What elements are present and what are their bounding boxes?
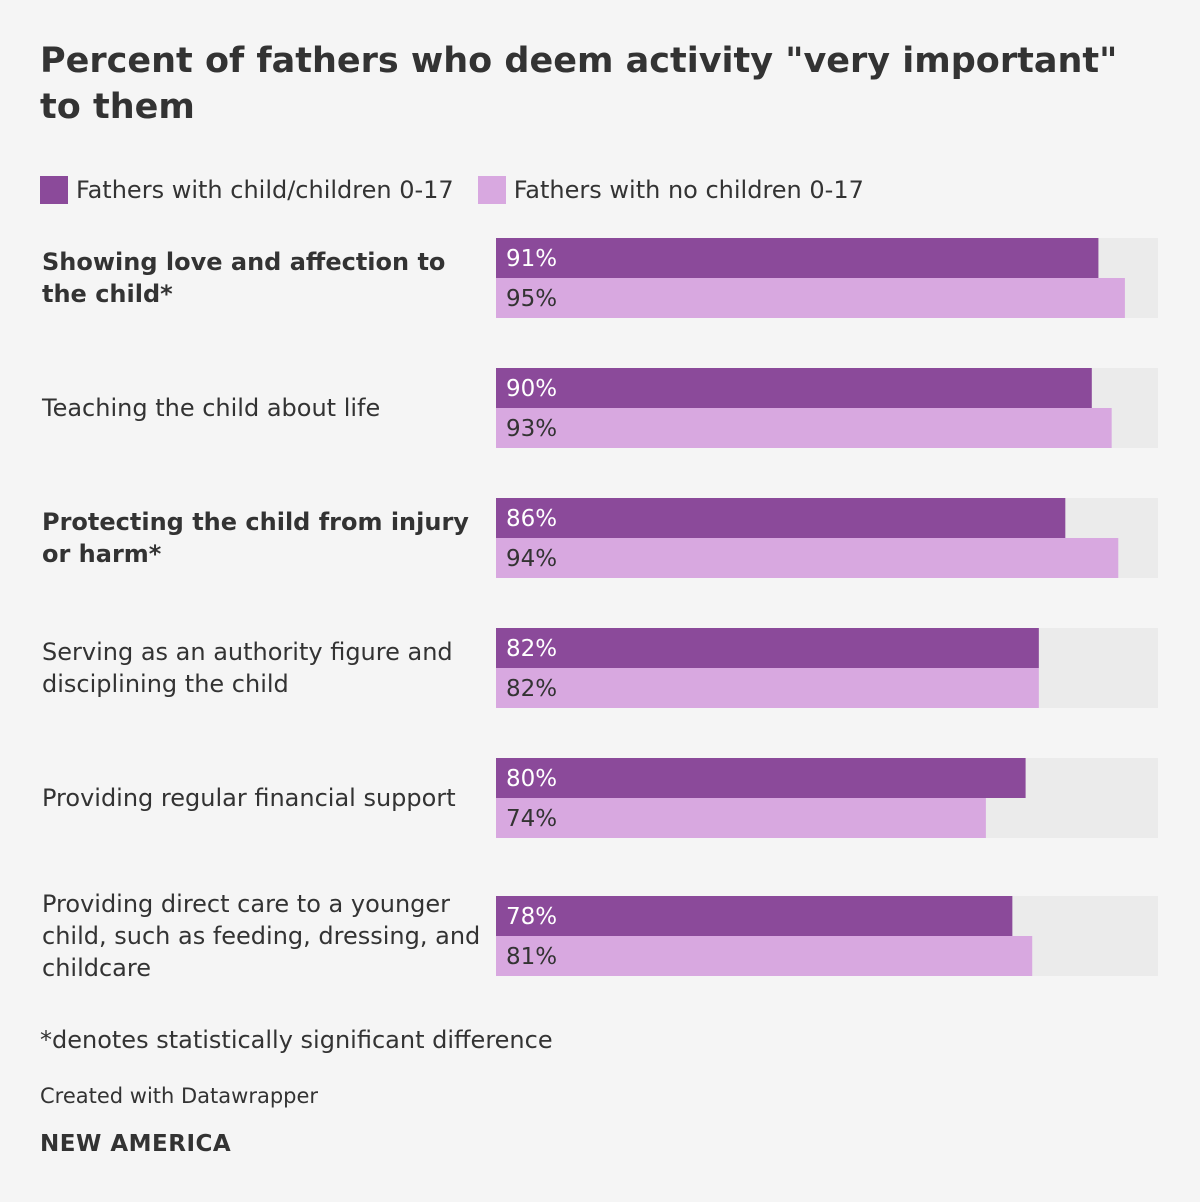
bar-value-label-with-children-financial: 80% — [506, 766, 557, 792]
bar-value-label-no-children-protecting: 94% — [506, 546, 557, 572]
bar-value-label-no-children-financial: 74% — [506, 806, 557, 832]
bar-with-children-love — [496, 238, 1099, 278]
bar-no-children-authority — [496, 668, 1039, 708]
bar-value-label-with-children-direct-care: 78% — [506, 904, 557, 930]
legend-swatch-no-children — [477, 176, 506, 204]
bar-value-label-no-children-teaching: 93% — [506, 416, 557, 442]
bar-value-label-no-children-authority: 82% — [506, 676, 557, 702]
bar-no-children-financial — [496, 798, 986, 838]
brand-logo-text: NEW AMERICA — [40, 1131, 232, 1157]
category-label-protecting: Protecting the child from injury or harm… — [42, 508, 469, 568]
chart-title: Percent of fathers who deem activity "ve… — [40, 41, 1118, 127]
legend-item-no-children: Fathers with no children 0-17 — [477, 176, 864, 204]
category-label-direct-care: Providing direct care to a younger child… — [42, 890, 481, 982]
bar-value-label-with-children-teaching: 90% — [506, 376, 557, 402]
bar-value-label-with-children-authority: 82% — [506, 636, 557, 662]
legend-swatch-with-children — [40, 176, 68, 204]
footnote: *denotes statistically significant diffe… — [40, 1026, 553, 1054]
bar-with-children-protecting — [496, 498, 1066, 538]
credit-line: Created with Datawrapper — [40, 1084, 319, 1108]
bar-no-children-direct-care — [496, 936, 1033, 976]
bar-with-children-direct-care — [496, 896, 1013, 936]
bar-no-children-teaching — [496, 408, 1112, 448]
category-label-authority: Serving as an authority figure and disci… — [42, 638, 453, 698]
legend-label-with-children: Fathers with child/children 0-17 — [76, 176, 454, 204]
bar-value-label-no-children-direct-care: 81% — [506, 944, 557, 970]
bar-with-children-financial — [496, 758, 1026, 798]
bar-no-children-love — [496, 278, 1125, 318]
bar-with-children-teaching — [496, 368, 1092, 408]
bar-no-children-protecting — [496, 538, 1119, 578]
category-label-teaching: Teaching the child about life — [42, 394, 381, 422]
bar-value-label-no-children-love: 95% — [506, 286, 557, 312]
legend-label-no-children: Fathers with no children 0-17 — [513, 176, 864, 204]
bar-value-label-with-children-protecting: 86% — [506, 506, 557, 532]
bar-with-children-authority — [496, 628, 1039, 668]
legend: Fathers with child/children 0-17 Fathers… — [40, 174, 888, 206]
category-label-financial: Providing regular financial support — [42, 784, 456, 812]
category-label-love: Showing love and affection to the child* — [42, 248, 446, 308]
bar-value-label-with-children-love: 91% — [506, 246, 557, 272]
legend-item-with-children: Fathers with child/children 0-17 — [40, 176, 454, 204]
